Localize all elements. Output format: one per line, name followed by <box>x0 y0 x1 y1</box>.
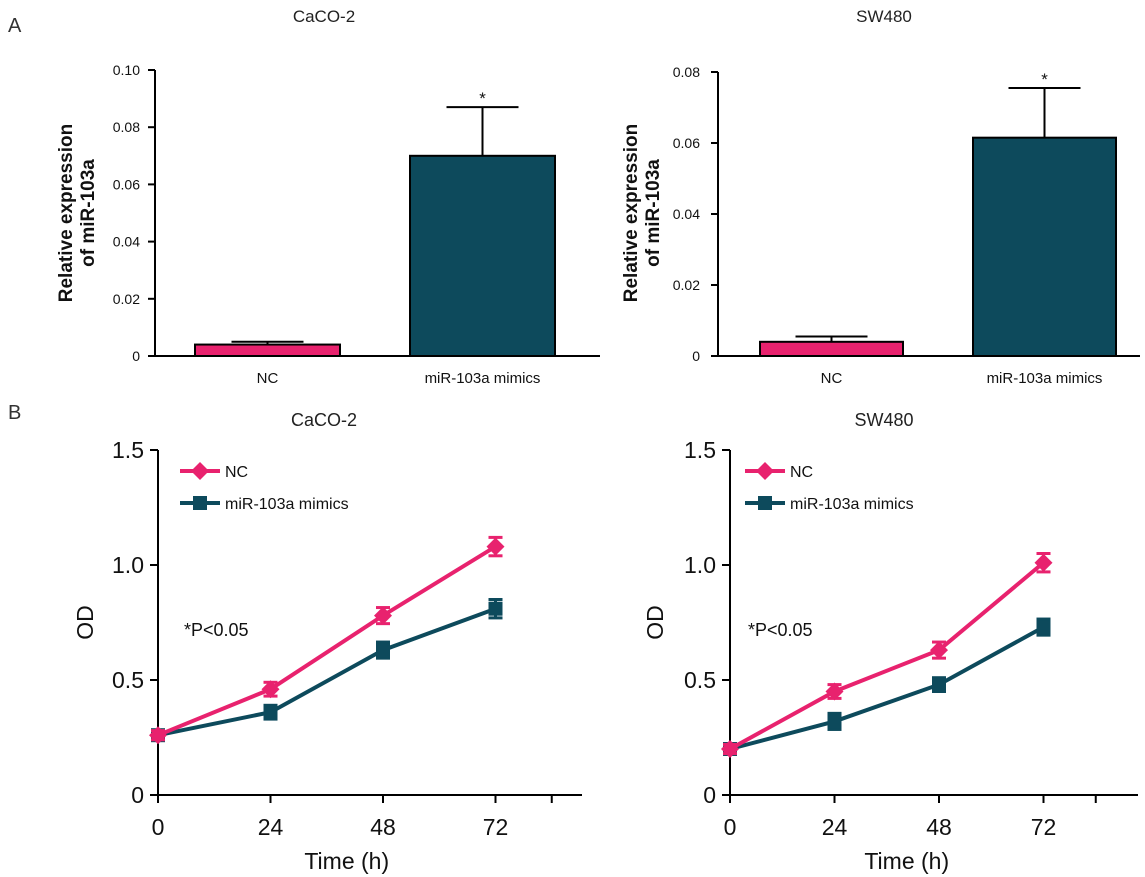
panel-label-b: B <box>8 402 21 424</box>
data-point-mimics <box>827 714 842 729</box>
data-point-nc <box>721 740 739 758</box>
data-point-mimics <box>488 601 503 616</box>
legend-label: NC <box>225 464 248 481</box>
y-tick-label: 0 <box>132 348 140 364</box>
category-label: NC <box>821 370 843 387</box>
significance-annotation: *P<0.05 <box>748 620 813 640</box>
legend-marker-mimics <box>758 496 772 510</box>
legend-marker-nc <box>191 462 209 480</box>
legend-marker-mimics <box>193 496 207 510</box>
data-point-nc <box>1034 553 1053 572</box>
y-axis-label-line: Relative expression <box>621 124 642 302</box>
y-tick-label: 0.04 <box>673 206 700 222</box>
chart-title: CaCO-2 <box>293 7 355 26</box>
series-line-nc <box>157 544 497 738</box>
significance-marker: * <box>479 89 486 108</box>
significance-annotation: *P<0.05 <box>184 620 249 640</box>
bar-chart-caco2: CaCO-2 0 0.02 0.04 0.06 0.08 0.10 Relative expr… <box>56 7 600 387</box>
category-label: miR-103a mimics <box>987 370 1103 387</box>
chart-title: CaCO-2 <box>291 410 357 430</box>
data-point-nc <box>930 641 948 660</box>
category-label: miR-103a mimics <box>425 370 541 387</box>
y-tick-label: 0.04 <box>113 234 140 250</box>
data-point-mimics <box>376 643 390 658</box>
y-axis-label-line: of miR-103a <box>78 159 99 267</box>
panel-label-a: A <box>8 15 22 37</box>
y-axis-label: Relative expressionof miR-103a <box>56 124 99 302</box>
y-axis-label: OD <box>72 605 98 640</box>
legend-marker-nc <box>756 462 774 480</box>
series-line-mimics <box>729 625 1045 751</box>
data-point-nc <box>261 680 280 699</box>
bar-chart-sw480: SW480 0 0.02 0.04 0.06 0.08 Relative expressio… <box>621 7 1140 387</box>
y-tick-label: 0.06 <box>113 176 140 192</box>
y-tick-label: 0.02 <box>113 291 140 307</box>
x-tick-label: 72 <box>1031 814 1057 840</box>
y-tick-label: 1.0 <box>684 552 716 578</box>
y-axis-label: OD <box>642 605 668 640</box>
significance-marker: * <box>1041 70 1048 89</box>
y-tick-label: 0.5 <box>112 667 144 693</box>
series-line-mimics <box>157 606 497 738</box>
data-point-nc <box>825 682 844 701</box>
x-tick-label: 72 <box>483 814 509 840</box>
y-tick-label: 0.08 <box>673 64 700 80</box>
y-tick-label: 1.0 <box>112 552 144 578</box>
legend-label: miR-103a mimics <box>225 496 349 513</box>
x-axis-label: Time (h) <box>304 848 389 874</box>
x-tick-label: 24 <box>258 814 284 840</box>
data-point-mimics <box>932 677 946 692</box>
chart-title: SW480 <box>854 410 913 430</box>
bar-mimics <box>409 154 556 357</box>
x-tick-label: 48 <box>926 814 952 840</box>
data-point-nc <box>149 726 167 745</box>
bar-mimics <box>972 136 1117 357</box>
legend-label: miR-103a mimics <box>790 496 914 513</box>
x-tick-label: 24 <box>822 814 848 840</box>
y-tick-label: 0.02 <box>673 277 700 293</box>
line-chart-caco2: CaCO-2 0 0.5 1.0 1.5 0 24 48 72 Time (h) OD *P<0.05… <box>72 410 582 874</box>
y-tick-label: 1.5 <box>684 437 716 463</box>
chart-title: SW480 <box>856 7 912 26</box>
y-tick-label: 0 <box>703 782 716 808</box>
bar-nc <box>759 340 904 357</box>
x-tick-label: 0 <box>152 814 165 840</box>
y-axis-label: Relative expressionof miR-103a <box>621 124 664 302</box>
bar-nc <box>194 343 341 357</box>
y-tick-label: 0.5 <box>684 667 716 693</box>
data-point-mimics <box>263 705 278 720</box>
data-point-nc <box>486 537 505 556</box>
y-axis-label-line: of miR-103a <box>643 159 664 267</box>
y-tick-label: 0.10 <box>113 62 140 78</box>
y-tick-label: 0 <box>692 348 700 364</box>
line-chart-sw480: SW480 0 0.5 1.0 1.5 0 24 48 72 Time (h) OD *P<0.05 N… <box>642 410 1138 874</box>
x-tick-label: 48 <box>370 814 396 840</box>
series-line-nc <box>729 561 1045 751</box>
y-axis-label-line: Relative expression <box>56 124 77 302</box>
y-tick-label: 0 <box>131 782 144 808</box>
legend-label: NC <box>790 464 813 481</box>
category-label: NC <box>257 370 279 387</box>
x-tick-label: 0 <box>724 814 737 840</box>
y-tick-label: 1.5 <box>112 437 144 463</box>
y-tick-label: 0.08 <box>113 119 140 135</box>
y-tick-label: 0.06 <box>673 135 700 151</box>
data-point-mimics <box>1036 620 1051 635</box>
legend: NC miR-103a mimics <box>180 462 349 513</box>
legend: NC miR-103a mimics <box>745 462 914 513</box>
x-axis-label: Time (h) <box>864 848 949 874</box>
data-point-nc <box>374 606 392 625</box>
